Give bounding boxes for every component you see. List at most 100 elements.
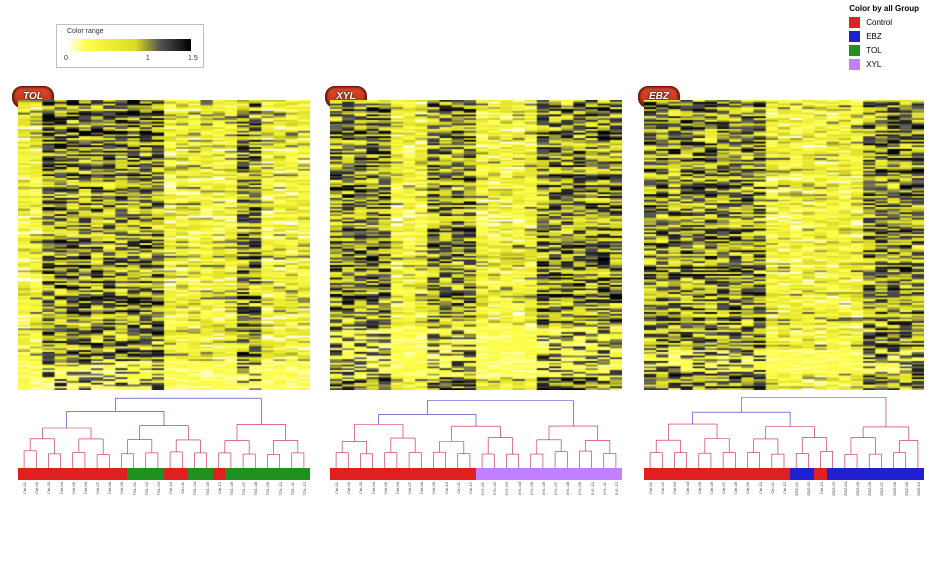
- sample-color-cell: [261, 468, 273, 480]
- sample-label: Ctrl-08: [419, 482, 424, 494]
- sample-label: EBZ-01: [794, 482, 799, 496]
- sample-label: Ctrl-07: [407, 482, 412, 494]
- sample-label: XYL-12: [614, 482, 619, 495]
- sample-label: TOL-11: [290, 482, 295, 495]
- sample-label: Ctrl-05: [71, 482, 76, 494]
- sample-color-cell: [693, 468, 705, 480]
- sample-label: TOL-09: [265, 482, 270, 496]
- sample-color-cell: [330, 468, 342, 480]
- sample-label: Ctrl-10: [168, 482, 173, 494]
- sample-color-cell: [439, 468, 451, 480]
- sample-label: EBZ-09: [904, 482, 909, 496]
- group-legend: Color by all Group Control EBZ TOL XYL: [849, 4, 919, 73]
- sample-label: TOL-10: [278, 482, 283, 496]
- sample-color-cell: [176, 468, 188, 480]
- sample-color-cell: [379, 468, 391, 480]
- sample-color-cell: [875, 468, 887, 480]
- sample-color-bar: [330, 468, 622, 480]
- sample-label: XYL-08: [565, 482, 570, 495]
- sample-label: EBZ-10: [916, 482, 921, 496]
- sample-color-bar: [644, 468, 924, 480]
- sample-label: Ctrl-10: [444, 482, 449, 494]
- sample-label: XYL-11: [602, 482, 607, 495]
- sample-color-cell: [213, 468, 225, 480]
- sample-color-cell: [549, 468, 561, 480]
- sample-color-cell: [298, 468, 310, 480]
- color-range-title: Color range: [67, 28, 104, 35]
- sample-label: Ctrl-11: [456, 482, 461, 494]
- sample-label: Ctrl-10: [758, 482, 763, 494]
- sample-label: Ctrl-03: [358, 482, 363, 494]
- sample-color-cell: [127, 468, 139, 480]
- sample-color-cell: [200, 468, 212, 480]
- sample-label: Ctrl-09: [745, 482, 750, 494]
- sample-color-cell: [561, 468, 573, 480]
- sample-color-cell: [103, 468, 115, 480]
- sample-color-cell: [525, 468, 537, 480]
- sample-color-bar: [18, 468, 310, 480]
- sample-label: TOL-02: [144, 482, 149, 496]
- sample-label: Ctrl-01: [648, 482, 653, 494]
- sample-label: Ctrl-13: [819, 482, 824, 494]
- sample-color-cell: [610, 468, 622, 480]
- sample-label: Ctrl-06: [709, 482, 714, 494]
- sample-labels: Ctrl-01Ctrl-02Ctrl-03Ctrl-04Ctrl-05Ctrl-…: [330, 480, 622, 538]
- group-legend-item: EBZ: [849, 31, 919, 42]
- sample-label: Ctrl-07: [721, 482, 726, 494]
- dendrogram-ebz: [644, 390, 924, 468]
- sample-label: Ctrl-02: [34, 482, 39, 494]
- sample-color-cell: [273, 468, 285, 480]
- group-legend-item: XYL: [849, 59, 919, 70]
- sample-label: Ctrl-09: [431, 482, 436, 494]
- sample-label: Ctrl-04: [371, 482, 376, 494]
- sample-color-cell: [91, 468, 103, 480]
- sample-label: Ctrl-06: [395, 482, 400, 494]
- panel-xyl: Ctrl-01Ctrl-02Ctrl-03Ctrl-04Ctrl-05Ctrl-…: [330, 100, 622, 538]
- sample-color-cell: [644, 468, 656, 480]
- sample-color-cell: [67, 468, 79, 480]
- sample-label: Ctrl-03: [46, 482, 51, 494]
- color-range-tick: 1.5: [188, 55, 198, 62]
- sample-color-cell: [164, 468, 176, 480]
- sample-labels: Ctrl-01Ctrl-02Ctrl-03Ctrl-04Ctrl-05Ctrl-…: [18, 480, 310, 538]
- sample-color-cell: [188, 468, 200, 480]
- sample-color-cell: [54, 468, 66, 480]
- group-legend-swatch: [849, 45, 860, 56]
- sample-color-cell: [681, 468, 693, 480]
- sample-label: Ctrl-07: [95, 482, 100, 494]
- sample-label: EBZ-07: [879, 482, 884, 496]
- sample-label: EBZ-03: [831, 482, 836, 496]
- panel-ebz: Ctrl-01 Ctrl-02 Ctrl-03 Ctrl-04 Ctrl-05 Ctrl-…: [644, 100, 924, 538]
- sample-color-cell: [900, 468, 912, 480]
- sample-label: TOL-04: [192, 482, 197, 496]
- group-legend-title: Color by all Group: [849, 4, 919, 13]
- sample-label: Ctrl-03: [672, 482, 677, 494]
- sample-label: XYL-02: [492, 482, 497, 495]
- group-legend-item: Control: [849, 17, 919, 28]
- sample-color-cell: [656, 468, 668, 480]
- sample-color-cell: [140, 468, 152, 480]
- sample-color-cell: [827, 468, 839, 480]
- sample-label: Ctrl-06: [83, 482, 88, 494]
- sample-label: Ctrl-12: [468, 482, 473, 494]
- sample-label: TOL-01: [132, 482, 137, 496]
- sample-color-cell: [464, 468, 476, 480]
- sample-color-cell: [18, 468, 30, 480]
- sample-color-cell: [225, 468, 237, 480]
- sample-color-cell: [705, 468, 717, 480]
- sample-label: Ctrl-08: [733, 482, 738, 494]
- sample-label: TOL-05: [205, 482, 210, 496]
- sample-label: XYL-03: [504, 482, 509, 495]
- sample-label: Ctrl-05: [697, 482, 702, 494]
- group-legend-item: TOL: [849, 45, 919, 56]
- sample-label: Ctrl-02: [660, 482, 665, 494]
- sample-color-cell: [814, 468, 826, 480]
- sample-label: Ctrl-09: [119, 482, 124, 494]
- sample-label: Ctrl-04: [59, 482, 64, 494]
- group-legend-swatch: [849, 17, 860, 28]
- heatmap-tol: [18, 100, 310, 390]
- sample-label: Ctrl-04: [685, 482, 690, 494]
- group-legend-label: TOL: [866, 46, 881, 55]
- panel-tol: Ctrl-01Ctrl-02Ctrl-03Ctrl-04Ctrl-05Ctrl-…: [18, 100, 310, 538]
- sample-color-cell: [488, 468, 500, 480]
